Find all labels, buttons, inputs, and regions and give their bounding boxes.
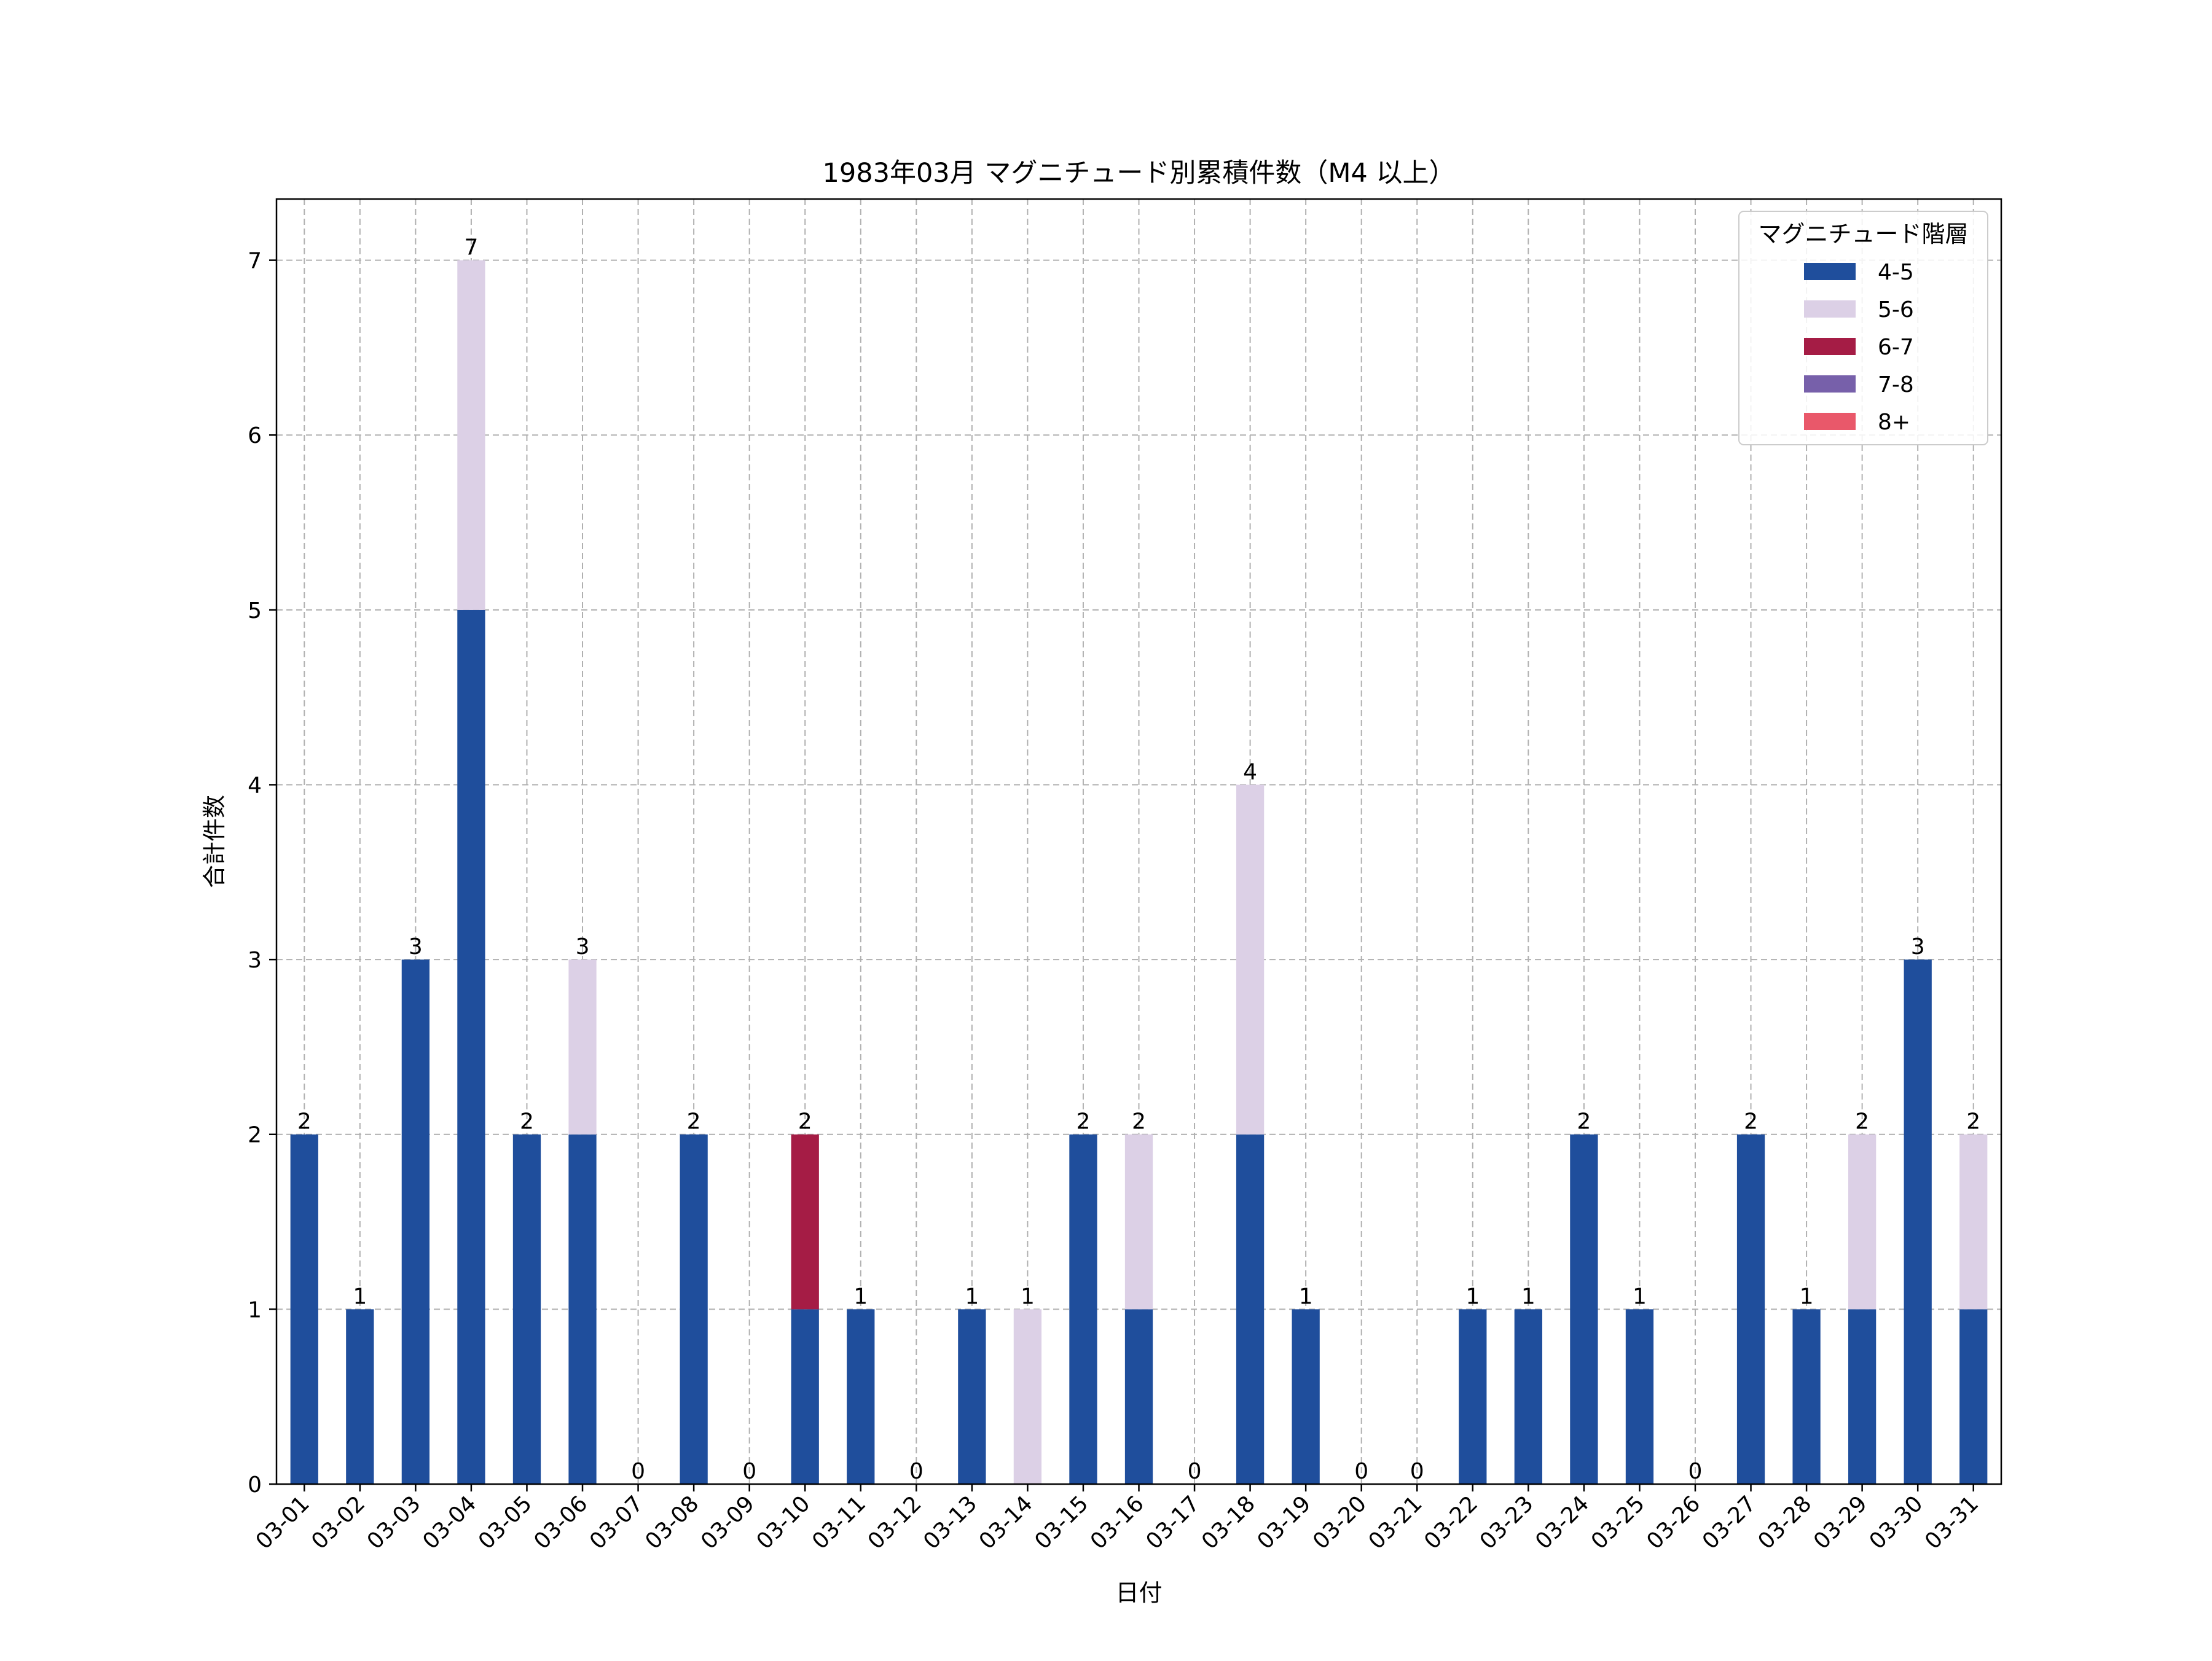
bar-segment-4-5: [290, 1134, 318, 1484]
total-label: 0: [742, 1459, 756, 1484]
legend-label-8+: 8+: [1878, 410, 1910, 435]
total-label: 4: [1243, 759, 1257, 784]
total-label: 1: [1465, 1284, 1480, 1309]
bar-segment-5-6: [1848, 1134, 1877, 1310]
total-label: 7: [464, 235, 478, 260]
bar-segment-4-5: [346, 1309, 374, 1484]
y-tick-label: 0: [248, 1472, 262, 1498]
total-label: 0: [1688, 1459, 1703, 1484]
legend-label-4-5: 4-5: [1878, 260, 1914, 285]
legend-label-7-8: 7-8: [1878, 372, 1914, 397]
x-axis-label: 日付: [1115, 1579, 1162, 1606]
bar-segment-6-7: [791, 1134, 819, 1310]
bar-segment-5-6: [1124, 1134, 1153, 1310]
legend-label-6-7: 6-7: [1878, 335, 1914, 360]
bar-segment-4-5: [1236, 1134, 1265, 1484]
bar-segment-4-5: [1459, 1309, 1487, 1484]
bar-segment-4-5: [1848, 1309, 1877, 1484]
legend-box: [1738, 211, 1988, 445]
total-label: 2: [798, 1109, 812, 1135]
total-label: 0: [1410, 1459, 1424, 1484]
legend-swatch-8+: [1804, 413, 1856, 430]
total-label: 2: [297, 1109, 312, 1135]
total-label: 3: [1911, 934, 1925, 959]
legend-swatch-6-7: [1804, 338, 1856, 355]
bar-segment-4-5: [847, 1309, 875, 1484]
bar-segment-4-5: [958, 1309, 986, 1484]
bar-segment-4-5: [1514, 1309, 1542, 1484]
bar-segment-4-5: [1124, 1309, 1153, 1484]
legend-swatch-5-6: [1804, 300, 1856, 318]
bar-segment-4-5: [457, 609, 485, 1484]
bar-segment-4-5: [512, 1134, 541, 1484]
total-label: 1: [1299, 1284, 1313, 1309]
total-label: 2: [1132, 1109, 1146, 1135]
y-tick-label: 1: [248, 1297, 262, 1323]
total-label: 2: [1855, 1109, 1869, 1135]
bar-segment-4-5: [568, 1134, 597, 1484]
bar-segment-5-6: [1959, 1134, 1988, 1310]
chart-title: 1983年03月 マグニチュード別累積件数（M4 以上）: [823, 158, 1456, 189]
total-label: 3: [409, 934, 423, 959]
legend-swatch-7-8: [1804, 375, 1856, 393]
y-axis-label: 合計件数: [201, 795, 228, 888]
bar-segment-4-5: [1292, 1309, 1320, 1484]
y-tick-label: 6: [248, 423, 262, 448]
y-tick-label: 3: [248, 948, 262, 973]
y-tick-label: 2: [248, 1123, 262, 1148]
total-label: 2: [687, 1109, 701, 1135]
bar-segment-4-5: [1736, 1134, 1765, 1484]
bar-segment-4-5: [1570, 1134, 1598, 1484]
total-label: 2: [1076, 1109, 1090, 1135]
legend-title: マグニチュード階層: [1758, 221, 1968, 248]
y-tick-label: 5: [248, 598, 262, 623]
total-label: 2: [520, 1109, 534, 1135]
total-label: 1: [1800, 1284, 1814, 1309]
legend-label-5-6: 5-6: [1878, 297, 1914, 322]
total-label: 0: [631, 1459, 645, 1484]
legend-swatch-4-5: [1804, 263, 1856, 280]
total-label: 0: [909, 1459, 924, 1484]
total-label: 1: [853, 1284, 868, 1309]
bar-segment-5-6: [1013, 1309, 1042, 1484]
bar-segment-4-5: [1904, 959, 1932, 1484]
bar-segment-4-5: [401, 959, 430, 1484]
total-label: 0: [1354, 1459, 1368, 1484]
bar-segment-5-6: [457, 260, 485, 610]
total-label: 1: [965, 1284, 979, 1309]
bar-segment-4-5: [680, 1134, 708, 1484]
legend: マグニチュード階層 4-5 5-6 6-7 7-8 8+: [1738, 211, 1988, 445]
total-label: 0: [1188, 1459, 1202, 1484]
bar-segment-5-6: [568, 959, 597, 1135]
total-label: 2: [1744, 1109, 1758, 1135]
total-label: 1: [1021, 1284, 1035, 1309]
total-label: 2: [1577, 1109, 1591, 1135]
y-tick-label: 4: [248, 773, 262, 798]
bar-segment-4-5: [791, 1309, 819, 1484]
total-label: 2: [1966, 1109, 1980, 1135]
bar-segment-4-5: [1792, 1309, 1821, 1484]
bar-segment-4-5: [1959, 1309, 1988, 1484]
y-tick-label: 7: [248, 249, 262, 274]
total-label: 1: [1633, 1284, 1647, 1309]
data-labels-layer: 2 1 3 7 2 3 0 2 0 2 1 0 1 1 2 2 0 4 1 0 0 1 1 2 1 0 2 1 2 3 2: [297, 235, 1980, 1484]
total-label: 3: [576, 934, 590, 959]
legend-items: 4-5 5-6 6-7 7-8 8+: [1804, 260, 1914, 435]
bar-segment-4-5: [1625, 1309, 1654, 1484]
grid-layer: [276, 199, 2001, 1485]
total-label: 1: [353, 1284, 367, 1309]
bar-segment-5-6: [1236, 784, 1265, 1135]
total-label: 1: [1521, 1284, 1535, 1309]
bars-layer: [290, 260, 1988, 1484]
bar-segment-4-5: [1069, 1134, 1097, 1484]
